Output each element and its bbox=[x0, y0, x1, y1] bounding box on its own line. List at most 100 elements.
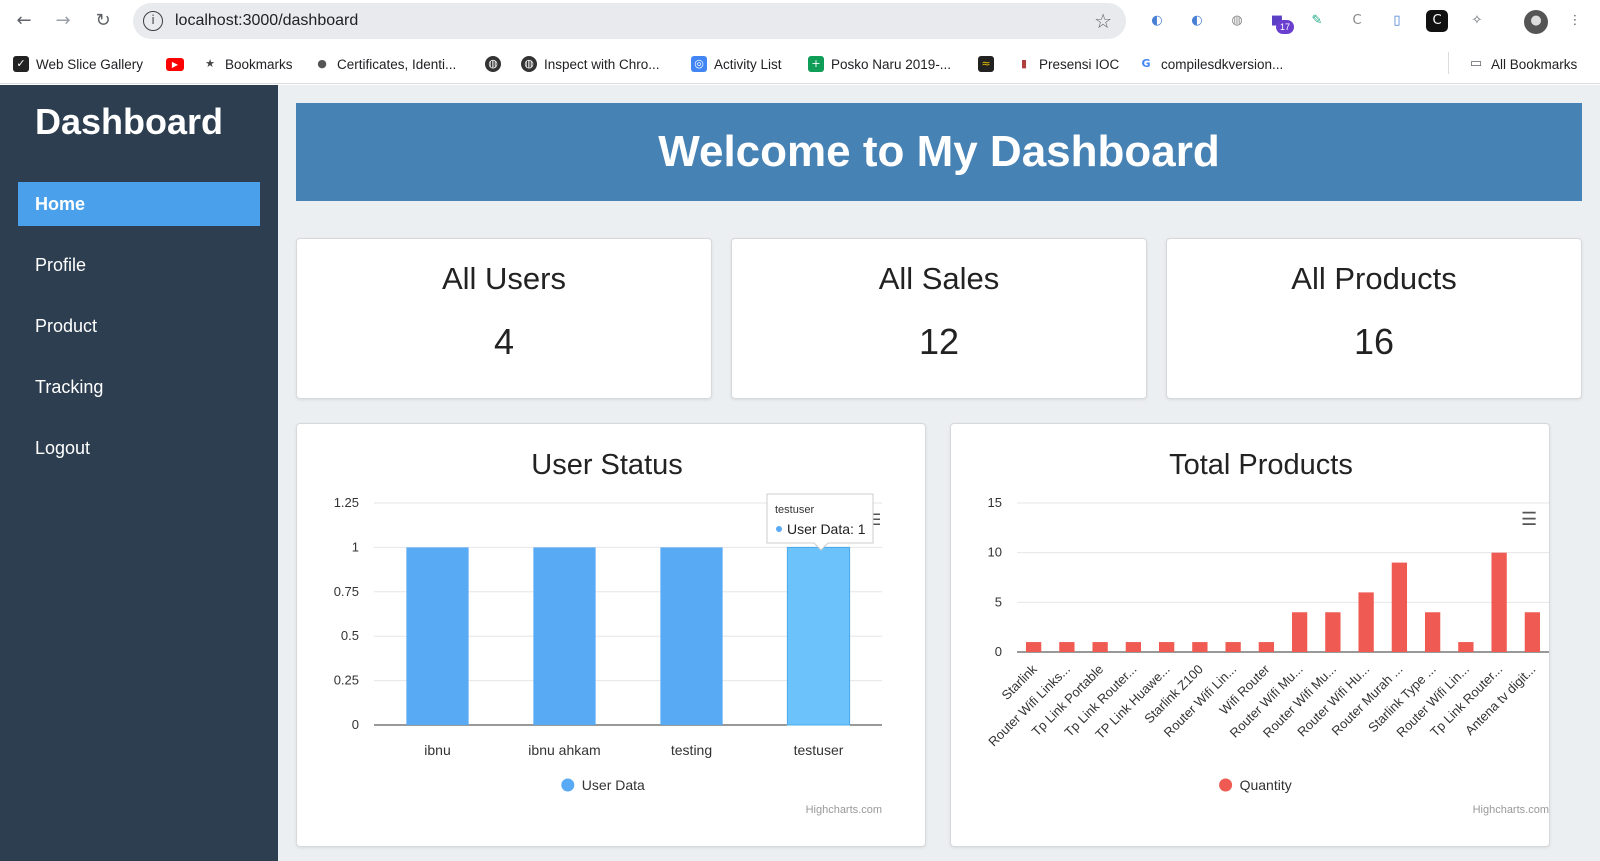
bar bbox=[1291, 612, 1308, 652]
y-tick-label: 5 bbox=[995, 594, 1002, 609]
url-text[interactable]: localhost:3000/dashboard bbox=[175, 12, 359, 29]
bar bbox=[1125, 642, 1142, 652]
menu-kebab-icon[interactable]: ⋮ bbox=[1568, 13, 1582, 28]
legend-label: User Data bbox=[582, 777, 645, 793]
stat-title: All Sales bbox=[878, 261, 1000, 296]
docs-extension-icon[interactable]: ▯ bbox=[1393, 13, 1401, 28]
bar bbox=[1025, 642, 1042, 652]
bar bbox=[1192, 642, 1208, 652]
y-tick-label: 0 bbox=[352, 717, 359, 732]
bar bbox=[1424, 612, 1441, 652]
main-content: Welcome to My Dashboard All Users 4 All … bbox=[278, 85, 1600, 861]
google-icon: G bbox=[1141, 57, 1151, 70]
all-bookmarks-button[interactable]: ▭ All Bookmarks bbox=[1469, 56, 1578, 72]
puzzle-icon[interactable]: ✧ bbox=[1471, 13, 1483, 28]
chart-title: User Status bbox=[531, 449, 683, 481]
copilot-extension-icon[interactable]: C bbox=[1426, 10, 1448, 32]
bar bbox=[1391, 562, 1408, 652]
bookmark-item[interactable]: ≈ bbox=[978, 54, 1001, 74]
y-tick-label: 15 bbox=[988, 495, 1002, 510]
reload-icon[interactable]: ↻ bbox=[95, 10, 111, 31]
bookmark-item[interactable]: ▮ Presensi IOC bbox=[1016, 54, 1119, 74]
y-tick-label: 0.75 bbox=[334, 584, 359, 599]
bookmark-star-icon[interactable]: ☆ bbox=[1094, 9, 1112, 33]
bookmark-item[interactable]: + Posko Naru 2019-... bbox=[808, 54, 951, 74]
code-extension-icon[interactable]: C bbox=[1352, 13, 1362, 28]
sidebar-title: Dashboard bbox=[35, 101, 224, 142]
tooltip-box bbox=[766, 493, 874, 551]
bar bbox=[1458, 642, 1474, 652]
web-slice-icon: ✓ bbox=[13, 56, 29, 72]
extension-icon[interactable]: ◐ bbox=[1151, 13, 1163, 28]
sidebar-item-tracking[interactable]: Tracking bbox=[35, 377, 104, 397]
back-icon[interactable]: ← bbox=[16, 10, 32, 31]
stat-value: 12 bbox=[918, 321, 960, 362]
bar bbox=[1059, 642, 1075, 652]
bookmarks-bar: ✓ Web Slice Gallery ▶ ★ Bookmarks ● Certifi… bbox=[0, 42, 1600, 84]
stat-card-sales: All Sales 12 bbox=[731, 238, 1147, 399]
bar bbox=[1524, 612, 1541, 652]
bookmark-item[interactable]: ▶ bbox=[166, 54, 191, 74]
legend-marker bbox=[1219, 778, 1233, 792]
bar bbox=[406, 547, 469, 725]
sidebar-item-profile[interactable]: Profile bbox=[35, 255, 87, 275]
legend-label: Quantity bbox=[1240, 777, 1292, 793]
extension-icon[interactable]: ◐ bbox=[1191, 13, 1203, 28]
profile-avatar[interactable]: ● bbox=[1524, 10, 1548, 34]
user-status-chart: User Status 0 0.25 0.5 0.75 1 1.25 ibnu ibnu ahk… bbox=[334, 449, 882, 816]
globe-extension-icon[interactable]: ◍ bbox=[1231, 13, 1243, 28]
welcome-banner: Welcome to My Dashboard bbox=[296, 103, 1582, 201]
y-tick-label: 0.25 bbox=[334, 673, 359, 688]
stat-title: All Products bbox=[1291, 261, 1457, 296]
bar bbox=[1258, 642, 1275, 652]
total-products-card: Total Products 0 5 10 15 Starlink Router Wifi … bbox=[950, 423, 1550, 847]
bar bbox=[786, 546, 851, 726]
y-tick-label: 0 bbox=[995, 644, 1002, 659]
youtube-icon: ▶ bbox=[166, 57, 184, 71]
bookmark-item[interactable]: ● Certificates, Identi... bbox=[314, 54, 456, 74]
sidebar-item-product[interactable]: Product bbox=[35, 316, 98, 336]
y-tick-label: 10 bbox=[988, 545, 1002, 560]
x-tick-label: testing bbox=[671, 742, 712, 758]
zk-icon: ≈ bbox=[978, 56, 994, 72]
bar bbox=[660, 547, 723, 725]
user-status-card: User Status 0 0.25 0.5 0.75 1 1.25 ibnu ibnu ahk… bbox=[296, 423, 926, 847]
chart-menu-icon: ☰ bbox=[1521, 509, 1537, 529]
eyedropper-icon[interactable]: ✎ bbox=[1311, 13, 1323, 28]
stat-title: All Users bbox=[441, 261, 566, 296]
bar bbox=[1225, 642, 1241, 652]
y-tick-label: 1 bbox=[352, 539, 359, 554]
bar bbox=[1358, 592, 1374, 652]
y-tick-label: 0.5 bbox=[341, 628, 359, 643]
apple-icon: ● bbox=[317, 57, 327, 70]
tooltip-text: User Data: 1 bbox=[787, 521, 866, 537]
sidebar-item-home[interactable]: Home bbox=[18, 182, 260, 226]
site-info-icon[interactable]: i bbox=[143, 11, 163, 31]
forward-icon[interactable]: → bbox=[55, 10, 71, 31]
bookmark-item[interactable]: ◎ Activity List bbox=[691, 54, 782, 74]
sidebar: Dashboard Home Profile Product Tracking … bbox=[0, 85, 278, 861]
bookmarks-divider bbox=[1448, 52, 1449, 74]
x-tick-label: ibnu bbox=[424, 742, 450, 758]
legend-marker bbox=[561, 778, 575, 792]
credits-text: Highcharts.com bbox=[1473, 804, 1549, 816]
stat-card-products: All Products 16 bbox=[1166, 238, 1582, 399]
bookmark-item[interactable]: ✓ Web Slice Gallery bbox=[13, 54, 143, 74]
bookmark-item[interactable]: ◍ bbox=[485, 54, 508, 74]
bookmark-item[interactable]: ◍ Inspect with Chro... bbox=[521, 54, 660, 74]
activity-icon: ◎ bbox=[691, 56, 707, 72]
x-tick-label: ibnu ahkam bbox=[528, 742, 600, 758]
folder-icon: ▭ bbox=[1469, 56, 1483, 71]
sidebar-item-logout[interactable]: Logout bbox=[35, 438, 91, 458]
sheets-icon: + bbox=[808, 56, 824, 72]
address-bar[interactable]: i localhost:3000/dashboard ☆ bbox=[133, 3, 1126, 39]
chart-tooltip: testuser User Data: 1 bbox=[766, 493, 874, 551]
stat-value: 4 bbox=[493, 321, 515, 362]
chart-title: Total Products bbox=[1169, 449, 1353, 481]
bookmark-item[interactable]: ★ Bookmarks bbox=[202, 54, 292, 74]
credits-text: Highcharts.com bbox=[806, 804, 882, 816]
bar bbox=[1092, 642, 1108, 652]
y-tick-label: 1.25 bbox=[334, 495, 359, 510]
